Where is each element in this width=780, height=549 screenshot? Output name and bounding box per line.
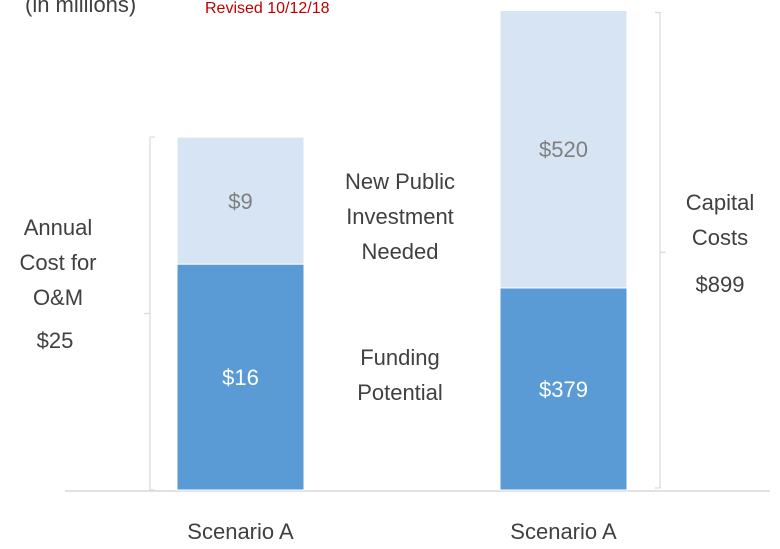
bracket-label: Annual Cost for O&M	[19, 215, 97, 310]
bar-segment	[499, 287, 628, 491]
category-label: Scenario A	[510, 519, 617, 544]
bracket	[655, 11, 666, 489]
value-label: $9	[228, 188, 253, 214]
total-label: $899	[695, 272, 745, 297]
subtitle: Revised 10/12/18	[205, 0, 330, 17]
bracket-label: Capital Costs	[685, 190, 755, 250]
bar-segment	[499, 10, 628, 289]
bracket	[144, 136, 155, 491]
series-label: New Public Investment Needed	[344, 168, 456, 264]
value-label: $520	[539, 137, 588, 163]
total-label: $25	[36, 328, 74, 353]
value-label: $379	[539, 376, 588, 402]
value-label: $16	[222, 365, 259, 391]
bar-segment	[176, 136, 305, 265]
series-label: Funding Potential	[357, 345, 443, 406]
category-label: Scenario A	[187, 519, 294, 544]
title: (in millions)	[25, 0, 137, 17]
bar-segment	[176, 263, 305, 491]
